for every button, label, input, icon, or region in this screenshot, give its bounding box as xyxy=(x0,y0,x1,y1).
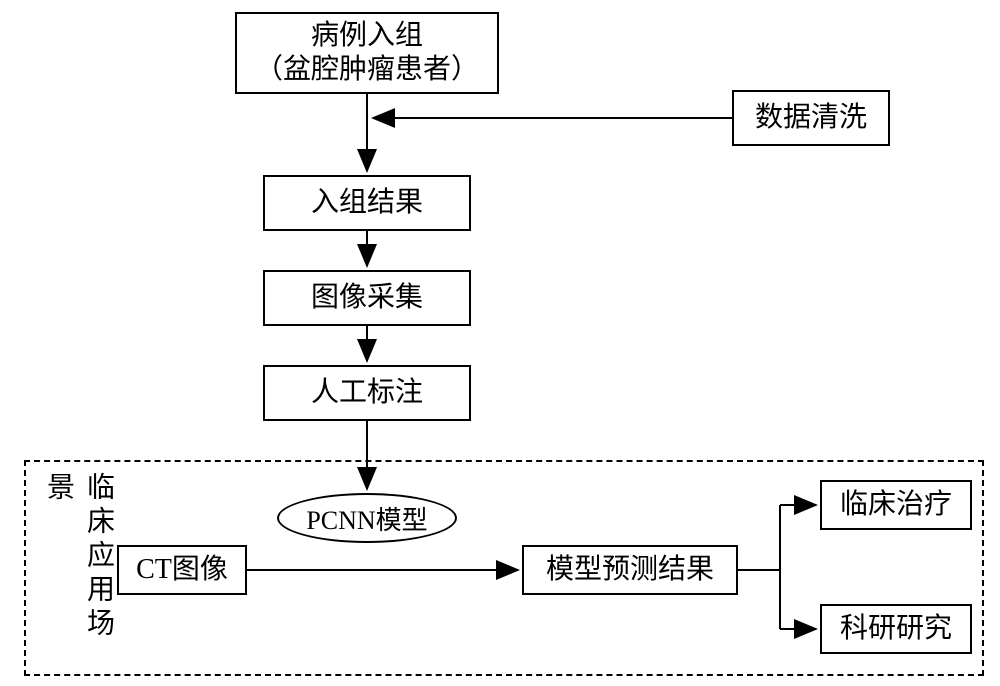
node-annotation: 人工标注 xyxy=(263,365,471,421)
node-data-cleaning: 数据清洗 xyxy=(732,90,890,146)
node-ct-image: CT图像 xyxy=(117,545,247,595)
node-prediction: 模型预测结果 xyxy=(522,545,738,595)
node-research: 科研研究 xyxy=(820,604,972,654)
node-clinical-treatment: 临床治疗 xyxy=(820,480,972,530)
enrollment-line1: 病例入组 xyxy=(311,19,423,53)
node-result: 入组结果 xyxy=(263,175,471,231)
node-pcnn-model: PCNN模型 xyxy=(277,493,457,543)
node-enrollment: 病例入组 （盆腔肿瘤患者） xyxy=(235,12,499,94)
enrollment-line2: （盆腔肿瘤患者） xyxy=(255,53,479,87)
node-image-collect: 图像采集 xyxy=(263,270,471,326)
clinical-scenario-label: 临床应用场景 xyxy=(38,472,118,662)
